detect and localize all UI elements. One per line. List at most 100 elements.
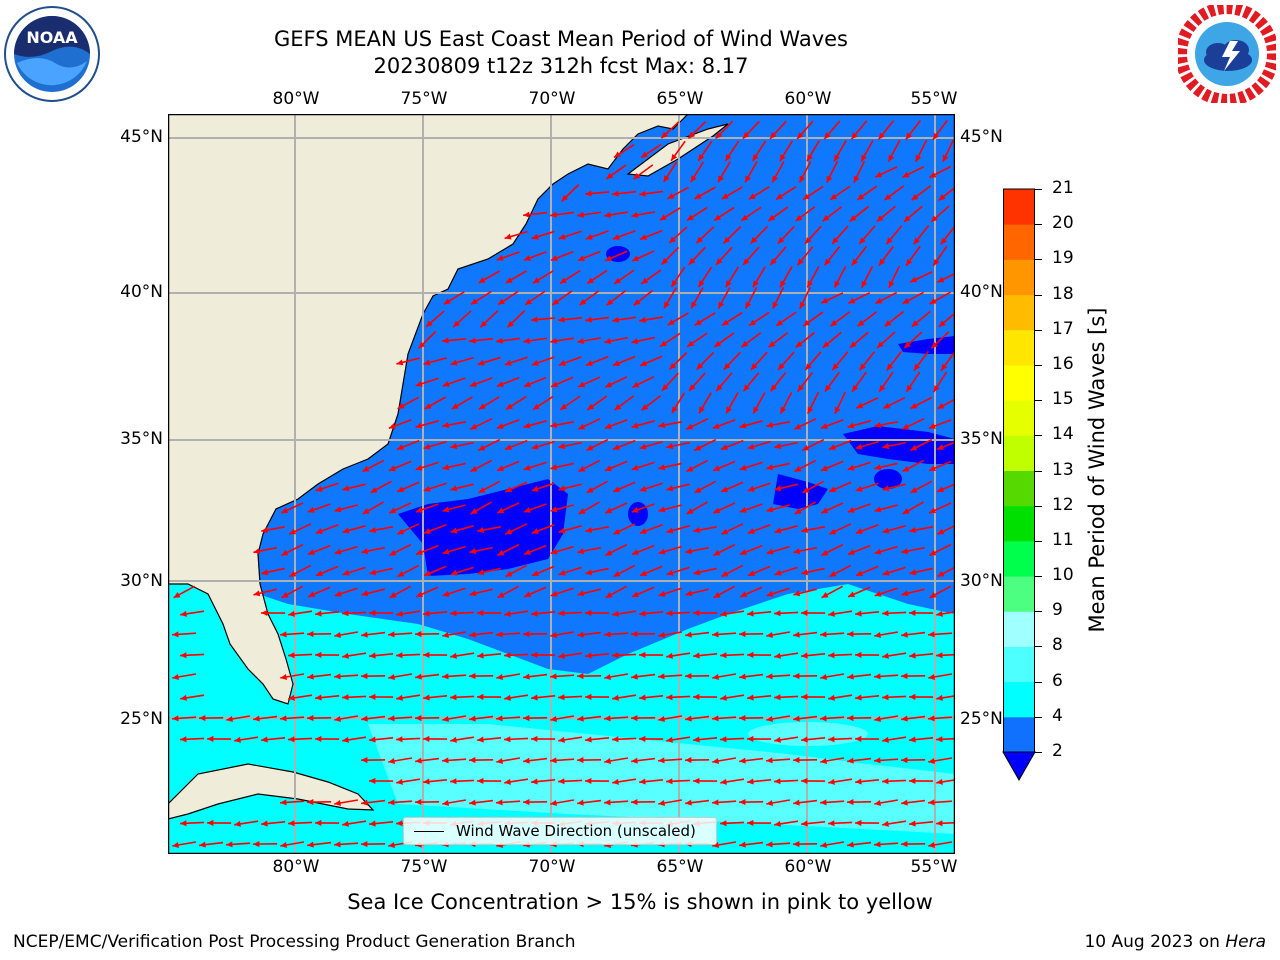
wind-arrow-head bbox=[423, 359, 431, 366]
colorbar-tick-label: 8 bbox=[1052, 635, 1063, 656]
wind-arrow-head bbox=[550, 673, 557, 680]
wind-arrow-head bbox=[666, 694, 673, 701]
wind-arrow-head bbox=[577, 338, 585, 345]
colorbar-tick-mark bbox=[1035, 259, 1042, 261]
wind-arrow-head bbox=[698, 280, 705, 288]
wind-arrow-head bbox=[478, 403, 486, 410]
lon-label-bottom: 55°W bbox=[910, 857, 958, 877]
colorbar-cell bbox=[1003, 400, 1035, 436]
wind-arrow-head bbox=[288, 820, 295, 827]
wind-arrow-head bbox=[334, 548, 342, 555]
wind-arrow-head bbox=[613, 151, 621, 158]
colorbar-tick-mark bbox=[1035, 400, 1042, 402]
wind-arrow-head bbox=[671, 153, 678, 161]
wind-arrow-head bbox=[478, 277, 486, 283]
wind-arrow-head bbox=[774, 485, 782, 492]
wind-arrow-head bbox=[606, 172, 614, 179]
colorbar-tick-label: 14 bbox=[1052, 424, 1074, 445]
wind-arrow-head bbox=[739, 799, 746, 806]
wind-arrow-head bbox=[882, 610, 889, 617]
wind-arrow-head bbox=[797, 384, 805, 392]
wind-arrow-head bbox=[874, 757, 881, 764]
wind-arrow-head bbox=[829, 486, 837, 493]
colorbar-tick-mark bbox=[1035, 435, 1042, 437]
wind-arrow-head bbox=[902, 298, 910, 304]
wind-arrow-head bbox=[525, 298, 533, 305]
wind-arrow-head bbox=[666, 443, 674, 450]
wind-arrow-head bbox=[747, 735, 754, 743]
wind-arrow-head bbox=[613, 528, 621, 535]
wind-arrow-head bbox=[712, 631, 719, 638]
wind-arrow-head bbox=[855, 694, 862, 701]
wind-arrow-head bbox=[828, 778, 835, 785]
wind-arrow-head bbox=[234, 736, 241, 743]
wind-arrow-head bbox=[497, 549, 505, 556]
lon-label-bottom: 70°W bbox=[528, 857, 576, 877]
wind-arrow-head bbox=[824, 384, 832, 392]
wind-arrow-head bbox=[933, 385, 940, 393]
wind-arrow-head bbox=[523, 507, 531, 513]
wind-arrow-head bbox=[180, 736, 187, 743]
wind-arrow-head bbox=[605, 465, 612, 471]
wind-arrow-head bbox=[612, 234, 620, 240]
wind-arrow-head bbox=[822, 341, 830, 348]
wind-arrow-head bbox=[453, 320, 460, 328]
wind-arrow-head bbox=[666, 569, 674, 576]
wind-arrow-head bbox=[774, 778, 781, 785]
lon-label-top: 75°W bbox=[400, 89, 448, 109]
wind-arrow-head bbox=[768, 341, 776, 348]
wind-arrow-head bbox=[631, 338, 639, 345]
wind-arrow-head bbox=[801, 569, 809, 576]
wind-arrow-head bbox=[884, 193, 892, 201]
wind-arrow-head bbox=[847, 422, 855, 429]
wind-arrow-head bbox=[334, 841, 341, 848]
colorbar-cell bbox=[1003, 646, 1035, 683]
wind-arrow-head bbox=[929, 592, 937, 598]
colorbar-tick-mark bbox=[1035, 611, 1042, 613]
colorbar-cell bbox=[1003, 364, 1035, 401]
map-legend: Wind Wave Direction (unscaled) bbox=[403, 817, 717, 845]
wind-arrow-head bbox=[558, 233, 566, 240]
wind-arrow-head bbox=[531, 778, 538, 785]
wind-arrow-head bbox=[469, 590, 477, 597]
wind-arrow-head bbox=[388, 799, 395, 806]
wind-arrow-head bbox=[770, 258, 777, 266]
wind-arrow-head bbox=[901, 631, 908, 638]
wind-arrow-head bbox=[694, 487, 702, 493]
wind-arrow-head bbox=[415, 507, 423, 513]
wind-arrow-head bbox=[388, 631, 395, 638]
wind-arrow-head bbox=[389, 592, 397, 598]
colorbar-tick-label: 20 bbox=[1052, 213, 1074, 234]
wind-arrow-head bbox=[361, 757, 368, 764]
wind-arrow-head bbox=[504, 610, 511, 617]
wind-wave-period-map bbox=[168, 114, 955, 854]
colorbar-cell bbox=[1003, 611, 1035, 647]
wind-arrow-head bbox=[940, 237, 948, 245]
wind-arrow-head bbox=[315, 735, 322, 743]
wind-arrow-head bbox=[523, 673, 530, 680]
colorbar-cell bbox=[1003, 716, 1035, 753]
wind-arrow-head bbox=[821, 465, 828, 471]
chart-subtitle-forecast: 20230809 t12z 312h fcst Max: 8.17 bbox=[373, 54, 749, 78]
wind-arrow-head bbox=[936, 610, 943, 617]
wind-arrow-head bbox=[797, 258, 804, 266]
wind-arrow-head bbox=[532, 277, 540, 284]
wind-arrow-head bbox=[778, 363, 785, 370]
wind-arrow-head bbox=[659, 214, 667, 221]
wind-arrow-head bbox=[477, 693, 484, 701]
wind-arrow-head bbox=[713, 507, 721, 514]
wind-arrow-head bbox=[937, 570, 945, 577]
wind-arrow-head bbox=[715, 258, 723, 265]
wind-arrow-head bbox=[713, 549, 721, 556]
wind-arrow-head bbox=[612, 444, 620, 450]
wind-arrow-head bbox=[793, 841, 800, 848]
wind-arrow-head bbox=[450, 485, 458, 492]
wind-arrow-head bbox=[578, 465, 586, 472]
wind-arrow-head bbox=[415, 631, 422, 638]
wind-arrow-head bbox=[909, 527, 917, 534]
wind-arrow-head bbox=[505, 528, 513, 535]
wind-arrow-head bbox=[369, 569, 377, 576]
wind-arrow-head bbox=[578, 381, 586, 388]
wind-arrow-head bbox=[847, 799, 854, 806]
wind-arrow-head bbox=[686, 214, 694, 221]
